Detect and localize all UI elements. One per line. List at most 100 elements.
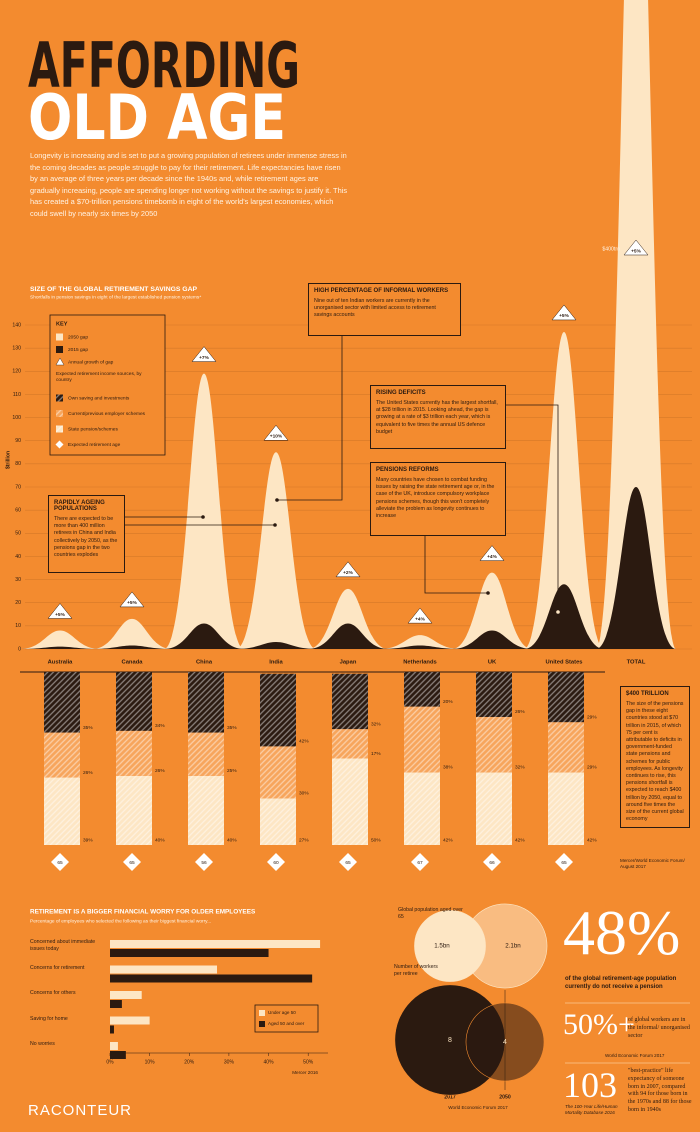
callout-text: Many countries have chosen to combat fun… [376,477,495,520]
gap-area [20,630,100,649]
stat-figure: 48% [563,897,681,968]
age-marker [195,853,213,871]
bar [110,965,218,974]
value-label: 40% [155,837,165,843]
x-tick-label: Netherlands [403,660,437,666]
value-label: $400trn [602,246,620,252]
y-tick-label: 60 [15,508,21,514]
bar-segment [476,772,512,845]
bar [110,991,142,999]
connector-line [424,535,488,594]
value-label: 29% [587,765,597,771]
growth-marker [263,424,289,441]
value-label: 26% [155,768,165,774]
marks [20,0,676,1090]
value-label: 39% [83,837,93,843]
note-box: $400 TRILLION The size of the pensions ga… [620,686,690,828]
gap-area [380,635,460,649]
bar-segment [188,732,224,776]
chart-subtitle: Shortfalls in pension savings in eight o… [30,294,201,300]
gap-area [596,0,676,649]
source: Mercer 2016 [292,1070,318,1075]
age-label: 65 [57,860,63,866]
value-label: 32% [371,721,381,727]
gap-area [596,487,676,649]
value-label: 42% [515,837,525,843]
bar-segment [404,772,440,845]
growth-marker [47,603,73,619]
gap-area [20,646,100,649]
growth-marker [335,561,361,578]
bubble [465,1002,545,1082]
value-label: 42% [299,739,309,745]
legend-swatch [259,1010,265,1016]
series-label: Global population aged over 65 [398,907,463,920]
callout: RAPIDLY AGEING POPULATIONS There are expe… [48,495,125,573]
y-tick-label: 40 [15,554,21,560]
growth-label: +4% [487,554,497,560]
bar [110,1042,118,1050]
category-label: Concerned about immediate issues today [30,939,96,952]
stat-figure: 103 [563,1065,617,1105]
legend-swatch [55,357,65,366]
age-marker [555,853,573,871]
value-label: 50% [371,837,381,843]
x-tick-label: 40% [264,1059,275,1065]
bar [110,1000,122,1008]
legend-label: Aged 50 and over [268,1021,305,1026]
legend-swatch [259,1021,265,1027]
y-axis-label: $trillion [5,451,11,469]
labels: SIZE OF THE GLOBAL RETIREMENT SAVINGS GA… [5,239,649,1110]
bar [110,949,269,957]
growth-label: +4% [415,616,425,622]
callout-title: RISING DEFICITS [376,390,426,396]
bar [110,974,313,983]
age-label: 65 [129,860,135,866]
value-label: 26% [83,770,93,776]
bar-segment [44,777,80,845]
bar-segment [116,672,152,731]
bubble-label: 2.1bn [505,943,521,950]
age-label: 56 [201,860,207,866]
callout: PENSIONS REFORMS Many countries have chos… [370,462,506,536]
bar-segment [332,673,368,730]
x-tick-label: India [269,660,283,666]
growth-marker [623,239,649,256]
value-label: 42% [443,837,453,843]
value-label: 34% [155,723,165,729]
bar-segment [188,775,224,845]
age-marker [51,853,69,871]
x-tick-label: TOTAL [627,660,646,666]
key-box [49,314,166,456]
bar-segment [188,672,224,733]
growth-marker [119,591,145,608]
bar-segment [476,672,512,717]
age-marker [339,853,357,871]
gap-area [92,645,172,649]
bar-segment [260,673,296,747]
gap-area [524,584,604,649]
growth-marker [191,346,217,362]
chart-title: RETIREMENT IS A BIGGER FINANCIAL WORRY F… [30,909,256,916]
note-title: $400 TRILLION [626,691,669,697]
y-tick-label: 10 [15,623,21,629]
growth-label: +7% [199,355,209,361]
legend-swatch [56,410,63,417]
growth-marker [479,545,505,561]
age-label: 65 [345,860,351,866]
connector-dot [556,610,560,614]
bar-segment [116,730,152,776]
x-tick-label: United States [545,660,582,666]
x-tick-label: 2017 [444,1094,456,1100]
age-marker [411,853,429,871]
x-tick-label: Australia [48,660,74,666]
gap-area [164,623,244,649]
stat-figure: 50%+ [563,1008,635,1041]
bar-segment [260,798,296,845]
y-tick-label: 30 [15,577,21,583]
bubble [462,903,548,989]
gap-area [164,373,244,649]
y-tick-label: 90 [15,438,21,444]
legend-swatch [56,394,63,402]
